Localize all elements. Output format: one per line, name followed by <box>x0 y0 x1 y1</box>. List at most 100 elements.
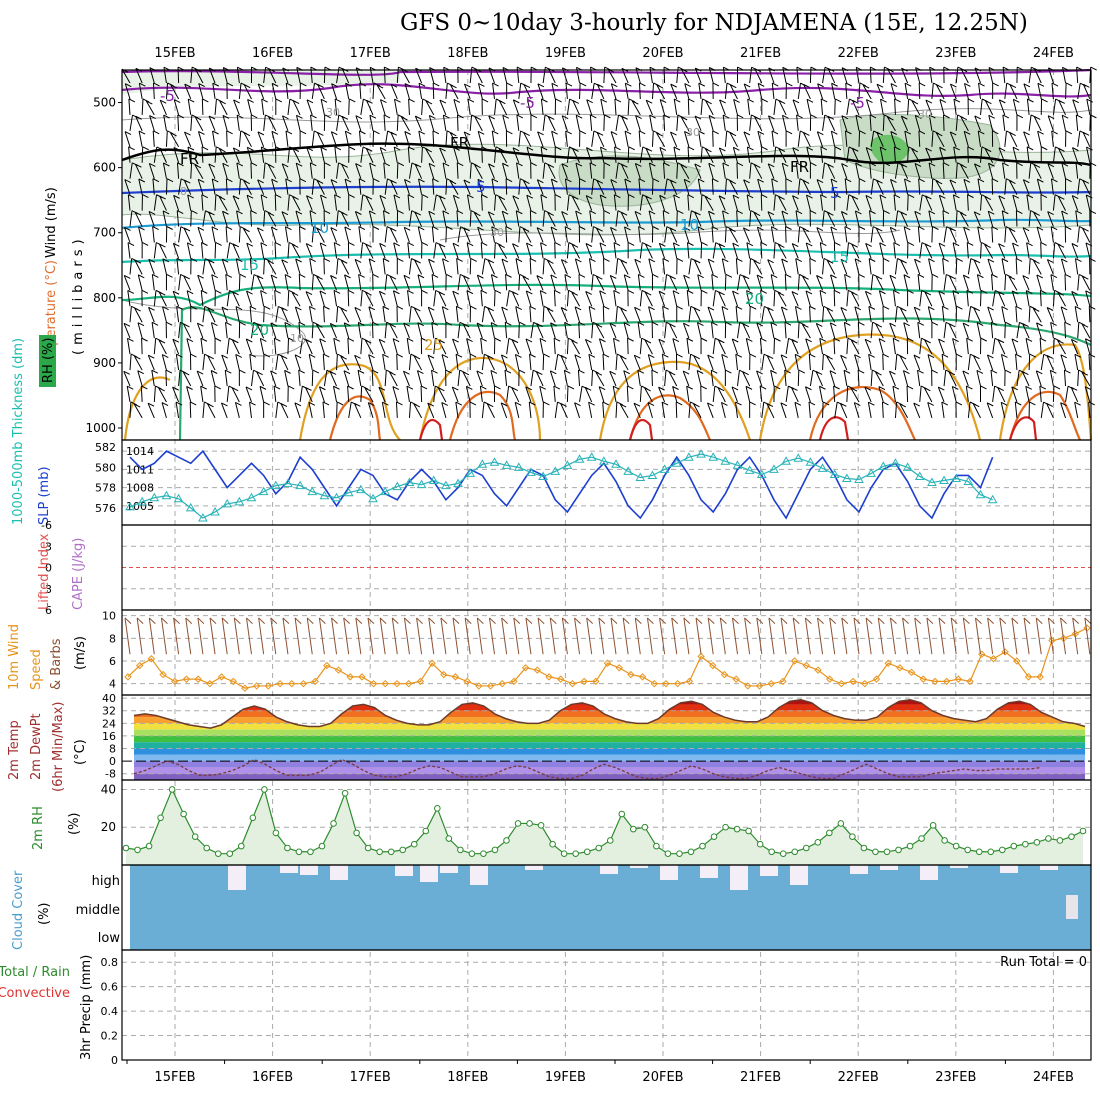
wind-barb-flag <box>795 306 802 310</box>
wind-barb-flag <box>148 354 155 359</box>
wind-barb-flag <box>260 194 268 199</box>
wind-barb-flag <box>417 274 425 279</box>
wind-barb-flag <box>477 130 485 135</box>
thickness-marker <box>890 458 901 467</box>
wind-barb-10m-flag <box>161 617 168 624</box>
wind-barb-upper <box>366 100 374 116</box>
wind-barb-upper <box>777 292 787 307</box>
wind-barb-flag <box>942 305 949 310</box>
wind-barb-upper <box>850 339 860 355</box>
wind-barb-flag <box>323 305 330 310</box>
rh-marker <box>214 850 222 857</box>
wind-barb-flag <box>1015 257 1023 262</box>
wind-barb-flag <box>187 194 194 199</box>
wind-barb-upper <box>236 114 240 131</box>
wind-barb-upper <box>506 290 510 307</box>
wind-barb-upper <box>525 386 532 403</box>
wind-barb-upper <box>826 260 836 275</box>
thickness-tick-label: 578 <box>95 482 116 495</box>
wind-barb-upper <box>393 194 398 211</box>
wind-barb-upper <box>127 242 131 259</box>
wind-barb-10m-flag <box>501 617 508 624</box>
wind-barb-upper <box>319 242 325 259</box>
wind-barb-upper <box>998 147 1006 163</box>
wind-barb-upper <box>438 243 447 259</box>
wind-barb-flag <box>260 290 267 295</box>
wind-barb-flag <box>1082 275 1089 280</box>
wind-barb-upper <box>376 84 386 100</box>
wind-speed-marker <box>288 679 296 688</box>
wind-barb-10m <box>379 617 386 655</box>
wind-barb-flag <box>662 305 669 310</box>
rh-marker <box>272 829 280 837</box>
wind-barb-upper <box>820 194 824 211</box>
wind-barb-flag <box>1039 337 1047 342</box>
wind-speed-marker <box>194 675 202 683</box>
rh-marker <box>249 814 257 822</box>
wind-barb-upper <box>844 130 848 147</box>
wind-barb-flag <box>644 339 652 344</box>
rh-marker <box>722 823 729 831</box>
wind-barb-upper <box>669 227 678 243</box>
wind-barb-flag <box>711 369 718 374</box>
wind-barb-flag <box>208 115 216 120</box>
wind-barb-flag <box>418 178 425 183</box>
wind-barb-upper <box>173 195 180 211</box>
wind-barb-flag <box>1002 162 1009 167</box>
thickness-marker <box>708 452 719 461</box>
wind-barb-flag <box>745 385 753 390</box>
wind-barb-upper <box>364 387 374 403</box>
isotherm <box>418 416 1038 441</box>
wind-barb-flag <box>584 386 592 391</box>
thickness-marker <box>817 463 828 472</box>
wind-barb-upper <box>913 354 921 371</box>
wind-barb-upper <box>615 114 619 131</box>
date-label-top: 24FEB <box>1033 46 1074 61</box>
wind-barb-upper <box>773 290 776 307</box>
wind-barb-flag <box>260 338 267 342</box>
slp-labels: 1000-500mb Thickness (dm) <box>11 338 26 525</box>
wind-barb-flag <box>139 82 146 87</box>
wind-barb-flag <box>453 146 460 151</box>
wind-barb-upper <box>1026 194 1030 211</box>
wind-barb-flag <box>698 82 706 87</box>
rh-marker <box>791 848 799 856</box>
wind-barb-flag <box>259 385 267 390</box>
wind-barb-upper <box>371 370 374 387</box>
wind-barb-upper <box>917 226 921 243</box>
wind-barb-flag <box>998 243 1005 248</box>
wind-barb-flag <box>785 130 793 135</box>
wind-barb-upper <box>815 371 824 387</box>
wind-barb-flag <box>137 370 144 375</box>
wind-barb-flag <box>1060 306 1068 311</box>
wind-barb-flag <box>250 257 257 262</box>
wind-barb-upper <box>330 227 338 243</box>
wind-speed-marker <box>685 677 694 686</box>
wind-barb-10m-flag <box>464 617 472 624</box>
wind-barb-upper <box>1033 116 1042 132</box>
wind-barb-flag <box>522 228 530 232</box>
wind-barb-flag <box>467 194 474 199</box>
rh-marker <box>975 848 983 856</box>
wind-barb-upper <box>311 226 315 243</box>
wind-barb-upper <box>433 290 437 307</box>
rh-marker <box>410 840 418 848</box>
wind-barb-flag <box>477 178 485 183</box>
wind-barb-flag <box>275 98 283 103</box>
wind-speed-marker <box>206 679 214 688</box>
wind-barb-flag <box>492 130 499 135</box>
wind-barb-flag <box>736 210 743 215</box>
wind-barb-flag <box>777 291 785 296</box>
wind-barb-flag <box>365 195 373 200</box>
wind-barb-upper <box>469 258 472 275</box>
wind-barb-flag <box>953 146 960 151</box>
rh-marker <box>1045 835 1052 842</box>
wind-barb-flag <box>502 114 510 119</box>
rh-marker <box>872 848 879 856</box>
wind-barb-upper <box>794 306 799 323</box>
wind-barb-flag <box>537 131 544 136</box>
wind-barb-upper <box>1077 274 1080 291</box>
wind-barb-upper <box>707 306 714 323</box>
wind-barb-flag <box>336 401 344 406</box>
wind-barb-upper <box>644 291 653 307</box>
